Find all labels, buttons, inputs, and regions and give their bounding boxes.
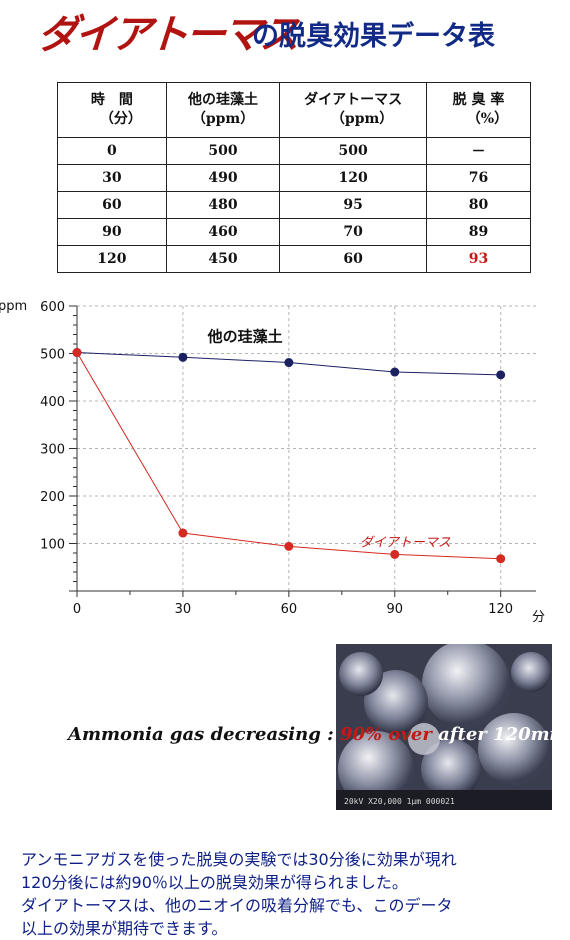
y-tick-label: 500: [40, 348, 65, 363]
table-cell: 60: [279, 245, 427, 273]
table-cell: 0: [57, 137, 167, 165]
series-label-other: 他の珪藻土: [207, 328, 283, 346]
chart-ticks: 100 200 300 400 500 600 0 30 60 90 120: [40, 300, 513, 617]
data-point: [284, 358, 294, 368]
caption-highlight: 90% over: [340, 724, 432, 745]
table-row: 0 500 500 －: [57, 137, 532, 165]
chart-series: [72, 348, 506, 564]
table-row: 90 460 70 89: [57, 218, 532, 246]
header-rate-unit: （%）: [466, 111, 509, 127]
description-line: アンモニアガスを使った脱臭の実験では30分後に効果が現れ: [21, 850, 457, 869]
data-table: 時 間（分） 他の珪藻土 （ppm） ダイアトーマス （ppm） 脱 臭 率（%） …: [57, 82, 532, 273]
description-line: 120分後には約90％以上の脱臭効果が得られました。: [21, 873, 408, 892]
table-cell: 30: [57, 164, 167, 192]
y-tick-label: 200: [40, 490, 65, 505]
table-cell: 500: [279, 137, 427, 165]
caption-part1: Ammonia gas decreasing :: [68, 724, 340, 745]
description-text: アンモニアガスを使った脱臭の実験では30分後に効果が現れ 120分後には約90％…: [21, 848, 561, 940]
data-point: [390, 549, 400, 559]
header-time-unit: （分）: [99, 111, 142, 127]
ammonia-caption: Ammonia gas decreasing : 90% over after …: [68, 724, 570, 745]
header-time-label: 時 間: [90, 92, 133, 108]
photo-scale-text: 20kV X20,000 1μm 000021: [344, 797, 455, 806]
table-cell: 480: [165, 191, 281, 219]
table-cell: 120: [57, 245, 167, 273]
header-other: 他の珪藻土 （ppm）: [165, 82, 281, 138]
table-cell: －: [425, 137, 532, 165]
description-line: ダイアトーマスは、他のニオイの吸着分解でも、このデータ: [21, 896, 453, 915]
data-point: [284, 541, 294, 551]
x-tick-label: 90: [386, 602, 403, 617]
header-other-unit: （ppm）: [191, 111, 255, 127]
x-tick-label: 30: [175, 602, 192, 617]
x-tick-label: 0: [73, 602, 81, 617]
table-header-row: 時 間 （分） 他の珪藻土 （ppm） ダイアトーマス （ppm） 脱 臭 率 （%）: [57, 82, 532, 138]
chart-grid: [77, 305, 536, 591]
data-point: [178, 528, 188, 538]
table-cell: 90: [57, 218, 167, 246]
header-diatomas-unit: （ppm）: [330, 111, 394, 127]
data-point: [496, 370, 506, 380]
header-diatomas-label: ダイアトーマス: [304, 92, 403, 108]
y-tick-label: 300: [40, 443, 65, 458]
table-row: 60 480 95 80: [57, 191, 532, 219]
table-cell: 450: [165, 245, 281, 273]
table-cell: 500: [165, 137, 281, 165]
x-tick-label: 60: [281, 602, 298, 617]
header-other-label: 他の珪藻土: [188, 92, 259, 108]
data-point: [390, 367, 400, 377]
header-time: 時 間 （分）: [57, 82, 167, 138]
caption-part3: after 120min.: [431, 724, 570, 745]
x-axis-label: 分: [532, 610, 545, 625]
header-rate-label: 脱 臭 率: [452, 92, 505, 108]
sem-photo: 20kV X20,000 1μm 000021: [336, 644, 552, 810]
series-label-diatomas: ダイアトーマス: [360, 535, 451, 550]
series-line: [76, 352, 501, 560]
y-axis-label: ppm: [0, 299, 27, 314]
table-cell: 60: [57, 191, 167, 219]
description-line: 以上の効果が期待できます。: [21, 919, 228, 938]
page-title: の脱臭効果データ表: [252, 21, 495, 52]
table-cell: 120: [279, 164, 427, 192]
table-cell-highlight: 93: [425, 245, 532, 273]
data-point: [72, 348, 82, 358]
table-cell: 95: [279, 191, 427, 219]
y-tick-label: 400: [40, 395, 65, 410]
table-cell: 490: [165, 164, 281, 192]
header-diatomas: ダイアトーマス （ppm）: [279, 82, 427, 138]
table-row: 30 490 120 76: [57, 164, 532, 192]
y-tick-label: 100: [40, 538, 65, 553]
data-point: [178, 352, 188, 362]
table-row: 120 450 60 93: [57, 245, 532, 273]
table-cell: 460: [165, 218, 281, 246]
table-cell: 76: [425, 164, 532, 192]
table-cell: 70: [279, 218, 427, 246]
line-chart: 100 200 300 400 500 600 0 30 60 90 120 ppm 分 他の珪藻土ダイ…: [0, 299, 545, 625]
x-tick-label: 120: [488, 602, 513, 617]
data-point: [496, 554, 506, 564]
table-cell: 80: [425, 191, 532, 219]
table-cell: 89: [425, 218, 532, 246]
y-tick-label: 600: [40, 300, 65, 315]
header-rate: 脱 臭 率 （%）: [425, 82, 532, 138]
